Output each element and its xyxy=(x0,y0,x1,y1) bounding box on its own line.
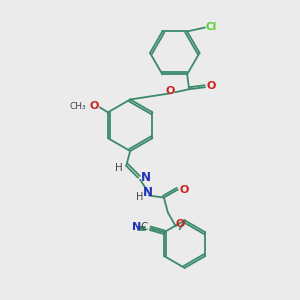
Text: N: N xyxy=(143,186,153,199)
Text: N: N xyxy=(141,171,151,184)
Text: N: N xyxy=(132,222,141,232)
Text: H: H xyxy=(136,192,144,202)
Text: H: H xyxy=(116,163,123,173)
Text: O: O xyxy=(180,184,189,195)
Text: Cl: Cl xyxy=(206,22,217,32)
Text: O: O xyxy=(90,101,99,111)
Text: CH₃: CH₃ xyxy=(70,102,86,111)
Text: O: O xyxy=(166,86,175,96)
Text: O: O xyxy=(207,81,216,91)
Text: O: O xyxy=(175,219,184,229)
Text: C: C xyxy=(141,222,148,232)
